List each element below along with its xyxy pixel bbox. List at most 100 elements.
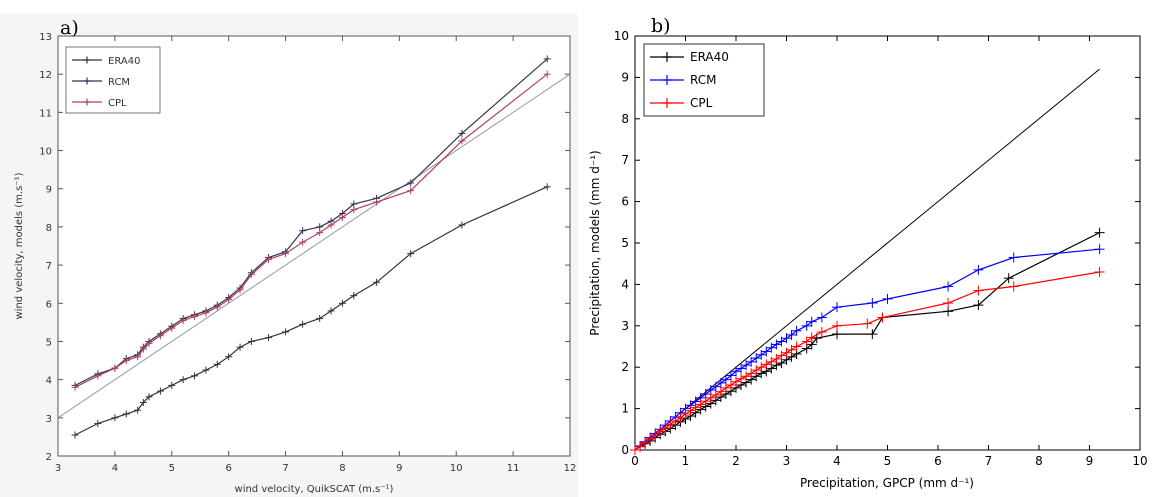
panel-b-point-cpl [665, 419, 676, 430]
panel-a-point-cpl [543, 70, 551, 78]
panel-b-ytick-label: 10 [614, 29, 629, 43]
panel-b-point-cpl [690, 402, 701, 413]
panel-b-point-cpl [705, 392, 716, 403]
panel-b-point-era40 [1003, 273, 1014, 284]
panel-b-point-rcm [741, 360, 752, 371]
panel-b-point-era40 [973, 300, 984, 311]
panel-a-point-cpl [264, 255, 272, 263]
panel-a-point-era40 [282, 328, 290, 336]
panel-a-ytick-label: 3 [46, 414, 52, 425]
panel-b-ytick-label: 0 [621, 443, 629, 457]
panel-b-xtick-label: 5 [884, 454, 892, 468]
panel-b-point-rcm [746, 356, 757, 367]
panel-a-point-cpl [236, 286, 244, 294]
panel-b-point-rcm [791, 325, 802, 336]
panel-b-point-rcm [786, 329, 797, 340]
panel-a-point-cpl [316, 229, 324, 237]
panel-a-xtick-label: 6 [225, 463, 231, 474]
panel-a-legend-label: RCM [108, 77, 130, 88]
panel-a-point-era40 [543, 183, 551, 191]
panel-a-xtick-label: 10 [450, 463, 463, 474]
panel-a-point-cpl [213, 303, 221, 311]
panel-b-point-rcm [756, 349, 767, 360]
panel-b-point-rcm [771, 339, 782, 350]
panel-b-point-cpl [781, 347, 792, 358]
panel-a-one-to-one-line [57, 73, 571, 419]
panel-b-point-cpl [675, 412, 686, 423]
panel-b-point-rcm [832, 302, 842, 313]
panel-a-point-rcm [407, 179, 415, 187]
panel-a-point-era40 [94, 420, 102, 428]
panel-b-point-era40 [1094, 227, 1105, 238]
panel-a-point-era40 [327, 307, 335, 315]
panel-a-point-cpl [299, 238, 307, 246]
panel-b-point-cpl [751, 365, 762, 376]
panel-b-point-cpl [761, 359, 772, 370]
panel-a-point-era40 [191, 372, 199, 380]
panel-b-ytick-label: 8 [621, 112, 629, 126]
panel-b-ytick-label: 3 [621, 319, 629, 333]
panel-b-point-cpl [786, 344, 797, 355]
panel-b-point-cpl [766, 356, 777, 367]
panel-b-point-cpl [645, 433, 656, 444]
panel-a-point-era40 [134, 406, 142, 414]
panel-a-point-cpl [282, 250, 290, 258]
panel-b-point-cpl [700, 396, 711, 407]
panel-b-legend-label: ERA40 [690, 50, 729, 64]
panel-a-point-cpl [225, 295, 233, 303]
panel-b-point-cpl [771, 353, 782, 364]
panel-a-point-era40 [299, 320, 307, 328]
panel-b-legend-label: CPL [690, 96, 713, 110]
panel-a-point-rcm [543, 55, 551, 63]
panel-a-ytick-label: 12 [39, 70, 52, 81]
panel-a-ylabel: wind velocity, models (m.s⁻¹) [14, 172, 25, 319]
panel-a-point-cpl [139, 345, 147, 353]
panel-b-point-rcm [882, 293, 893, 304]
panel-b-point-cpl [1094, 266, 1105, 277]
panel-a-point-era40 [458, 221, 466, 229]
panel-b-point-rcm [731, 366, 741, 377]
panel-b-legend-entry-cpl: CPL [650, 96, 713, 110]
panel-a-legend: ERA40 RCM CPL [65, 46, 161, 114]
panel-a-point-era40 [71, 431, 79, 439]
panel-a-xtick-label: 3 [55, 463, 61, 474]
panel-a-point-cpl [407, 187, 415, 195]
panel-a-point-era40 [145, 393, 153, 401]
panel-b-point-rcm [973, 264, 984, 275]
panel-b-point-cpl [635, 441, 646, 452]
panel-b-xtick-label: 2 [732, 454, 740, 468]
panel-a-point-era40 [264, 334, 272, 342]
panel-a-point-cpl [247, 271, 255, 279]
panel-a-xtick-label: 11 [507, 463, 520, 474]
panel-b-ytick-label: 4 [621, 277, 629, 291]
panel-a-legend-entry-rcm: RCM [72, 77, 130, 88]
panel-b-point-era40 [867, 329, 878, 340]
panel-b-point-cpl [862, 318, 873, 329]
panel-b-point-rcm [725, 370, 736, 381]
panel-a-point-cpl [156, 332, 164, 340]
panel-a-point-era40 [236, 343, 244, 351]
panel-b-point-cpl [816, 327, 827, 338]
panel-b-point-rcm [806, 316, 817, 327]
panel-a-ytick-label: 7 [46, 261, 52, 272]
panel-b-ytick-label: 7 [621, 153, 629, 167]
panel-b-ytick-label: 6 [621, 195, 629, 209]
panel-a-reference-line [57, 73, 571, 419]
panel-b-label: b) [651, 15, 671, 37]
panel-a-point-cpl [202, 309, 210, 317]
panel-a-point-era40 [168, 381, 176, 389]
panel-b-point-rcm [867, 298, 878, 309]
panel-a-point-era40 [225, 353, 233, 361]
panel-a-ytick-label: 6 [46, 299, 52, 310]
panel-b-point-cpl [832, 320, 842, 331]
panel-b-legend-label: RCM [690, 73, 716, 87]
panel-a-point-cpl [111, 364, 119, 372]
panel-b-point-cpl [670, 416, 681, 427]
panel-b-point-cpl [801, 336, 812, 347]
panel-a-series [71, 55, 551, 439]
panel-a-point-cpl [168, 324, 176, 332]
panel-b-point-cpl [725, 380, 736, 391]
